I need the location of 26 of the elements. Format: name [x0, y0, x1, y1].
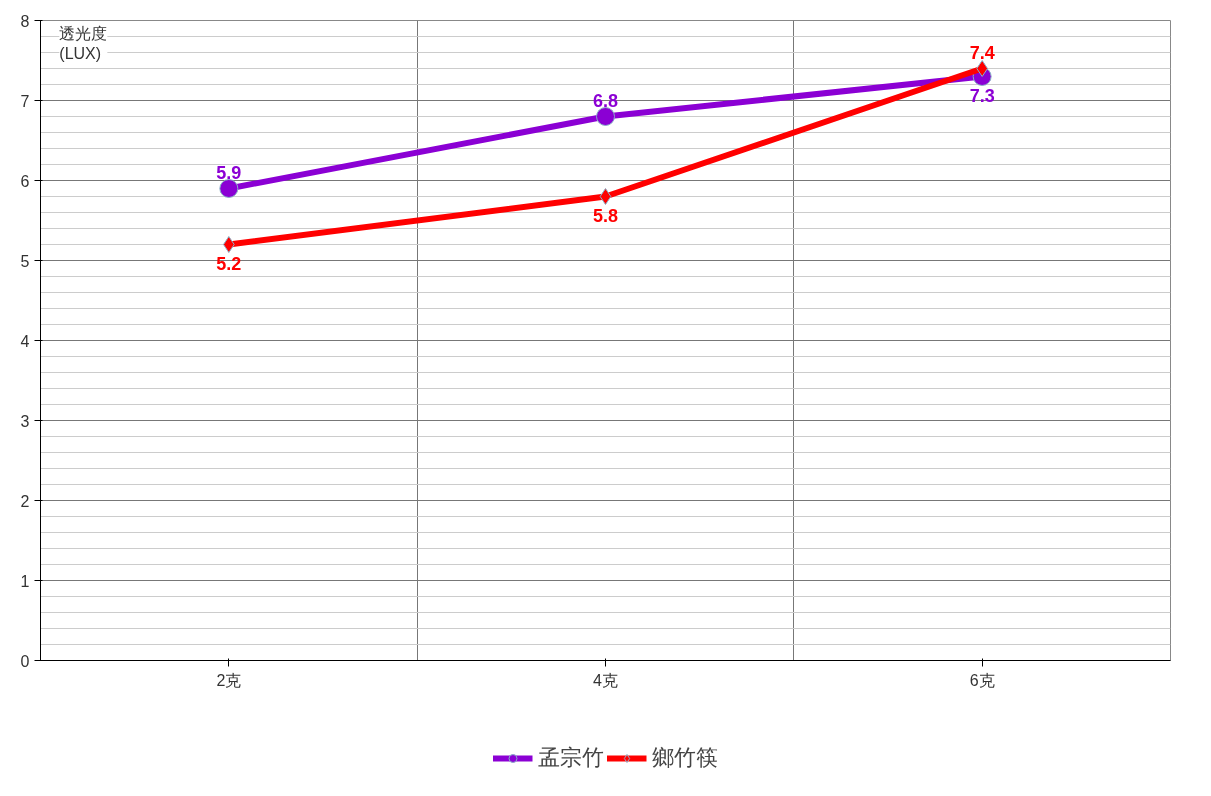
data-label: 7.3: [969, 85, 995, 106]
x-tick-label: 2克: [216, 671, 242, 689]
legend-label: 孟宗竹: [537, 743, 604, 772]
y-tick-label: 0: [20, 652, 30, 670]
data-label: 5.9: [216, 162, 242, 183]
y-tick-label: 3: [20, 412, 30, 430]
point: [976, 60, 988, 77]
data-label: 7.4: [969, 42, 995, 63]
x-tick-label: 6克: [969, 671, 995, 689]
point: [223, 236, 235, 253]
data-label: 5.8: [592, 205, 619, 226]
y-tick-label: 1: [20, 572, 30, 590]
x-tick-label: 4克: [593, 671, 618, 689]
y-tick-label: 4: [20, 332, 30, 350]
y-tick-label: 6: [20, 172, 30, 190]
y-tick-label: 5: [20, 252, 30, 270]
y-tick-label: 8: [20, 12, 30, 30]
legend-label: 鄉竹筷: [651, 743, 718, 772]
y-tick-label: 2: [20, 492, 30, 510]
point: [596, 107, 615, 126]
point: [599, 188, 612, 205]
data-label: 6.8: [592, 90, 619, 111]
point: [219, 179, 239, 198]
y-tick-label: 7: [20, 92, 30, 110]
y-axis-title: 透光度 (LUX): [59, 24, 108, 62]
data-label: 5.2: [216, 253, 242, 274]
